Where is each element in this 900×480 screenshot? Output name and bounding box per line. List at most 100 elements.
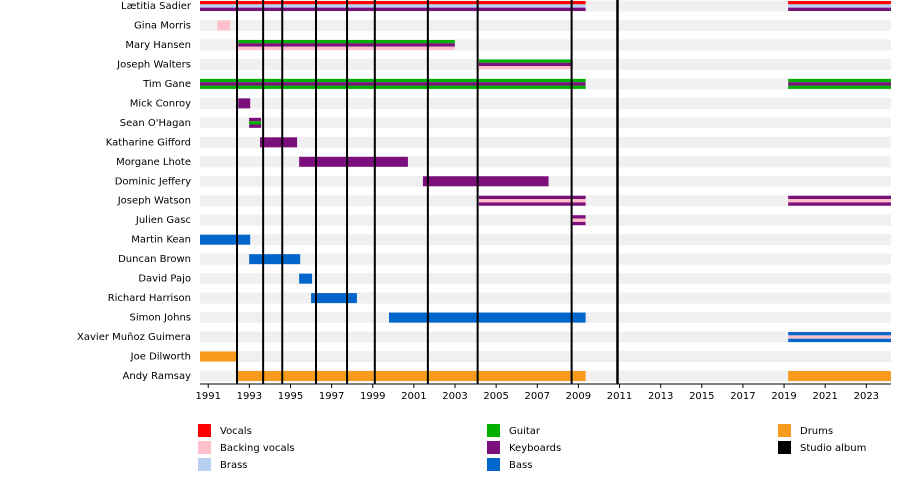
row-band [200,156,891,168]
row-band [200,273,891,285]
tenure-bar [200,78,586,83]
member-name: Simon Johns [130,313,191,324]
tenure-bar [299,273,313,284]
tenure-bar [249,121,262,125]
x-tick-label: 1997 [319,391,344,402]
member-name: Xavier Muñoz Guimera [77,332,191,343]
row-band [200,214,891,226]
tenure-bar [217,20,231,31]
legend-label: Keyboards [509,443,561,454]
tenure-bar [422,176,549,187]
row-band [200,117,891,129]
row-band [200,39,891,51]
tenure-bar [788,332,891,336]
tenure-bar [238,98,251,109]
member-name: Katharine Gifford [106,137,191,148]
tenure-bar [478,62,573,67]
tenure-bar [572,215,586,219]
tenure-bar [200,4,586,8]
member-name: Joe Dilworth [130,352,191,363]
tenure-bar [249,117,262,122]
row-band [200,136,891,148]
member-name: Tim Gane [142,79,191,90]
row-band [200,331,891,343]
member-name: Gina Morris [134,20,191,31]
tenure-bar [788,1,891,5]
tenure-bar [788,78,891,83]
x-tick-label: 2023 [854,391,879,402]
row-band [200,19,891,31]
x-tick-label: 2003 [442,391,467,402]
member-name: Dominic Jeffery [115,176,191,187]
member-name: Sean O'Hagan [120,118,191,129]
tenure-bar [200,82,586,86]
tenure-bar [200,351,238,362]
member-name: Joseph Walters [116,59,191,70]
x-tick-label: 2011 [607,391,632,402]
tenure-bar [788,82,891,86]
tenure-bar [788,335,891,339]
tenure-bar [788,85,891,89]
tenure-bar [299,156,408,167]
legend-swatch [487,441,500,454]
member-name: Julien Gasc [135,215,191,226]
x-tick-label: 1999 [360,391,385,402]
legend-label: Vocals [220,426,252,437]
row-band [200,234,891,246]
tenure-bar [788,7,891,11]
x-tick-label: 2019 [771,391,796,402]
x-tick-label: 2013 [648,391,673,402]
tenure-bar [200,1,586,5]
row-band [200,97,891,109]
member-name: Duncan Brown [118,254,191,265]
tenure-bar [478,66,573,70]
tenure-bar [249,124,262,128]
row-band [200,253,891,265]
legend-swatch [778,441,791,454]
x-tick-label: 2015 [689,391,714,402]
legend-swatch [487,458,500,471]
tenure-bar [260,137,298,148]
legend-label: Backing vocals [220,443,295,454]
member-name: Mary Hansen [125,40,191,51]
tenure-bar [388,312,586,323]
tenure-bar [788,338,891,343]
x-tick-label: 2005 [483,391,508,402]
x-tick-label: 2017 [730,391,755,402]
tenure-bar [200,85,586,89]
x-tick-label: 2021 [812,391,837,402]
tenure-bar [237,371,586,381]
x-tick-label: 1993 [237,391,262,402]
legend-label: Bass [509,460,532,471]
tenure-bar [478,199,586,203]
member-name: Morgane Lhote [116,157,191,168]
x-tick-label: 1995 [278,391,303,402]
legend-swatch [198,424,211,437]
member-name: Mick Conroy [130,98,191,109]
tenure-bar [572,221,586,226]
tenure-bar [788,195,891,200]
legend-swatch [487,424,500,437]
tenure-bar [788,4,891,8]
member-name: David Pajo [138,274,191,285]
row-band [200,292,891,304]
x-tick-label: 2001 [401,391,426,402]
legend-label: Drums [800,426,833,437]
member-name: Joseph Watson [117,196,191,207]
legend-swatch [198,441,211,454]
row-band [200,351,891,363]
tenure-bar [788,371,891,381]
tenure-bar [478,202,586,206]
legend-swatch [198,458,211,471]
tenure-bar [200,234,251,245]
legend-label: Studio album [800,443,866,454]
x-tick-label: 1991 [195,391,220,402]
tenure-bar [311,293,357,304]
x-tick-label: 2007 [525,391,550,402]
tenure-bar [788,199,891,203]
member-name: Martin Kean [131,235,191,246]
member-name: Lætitia Sadier [121,1,192,12]
member-name: Richard Harrison [108,293,191,304]
